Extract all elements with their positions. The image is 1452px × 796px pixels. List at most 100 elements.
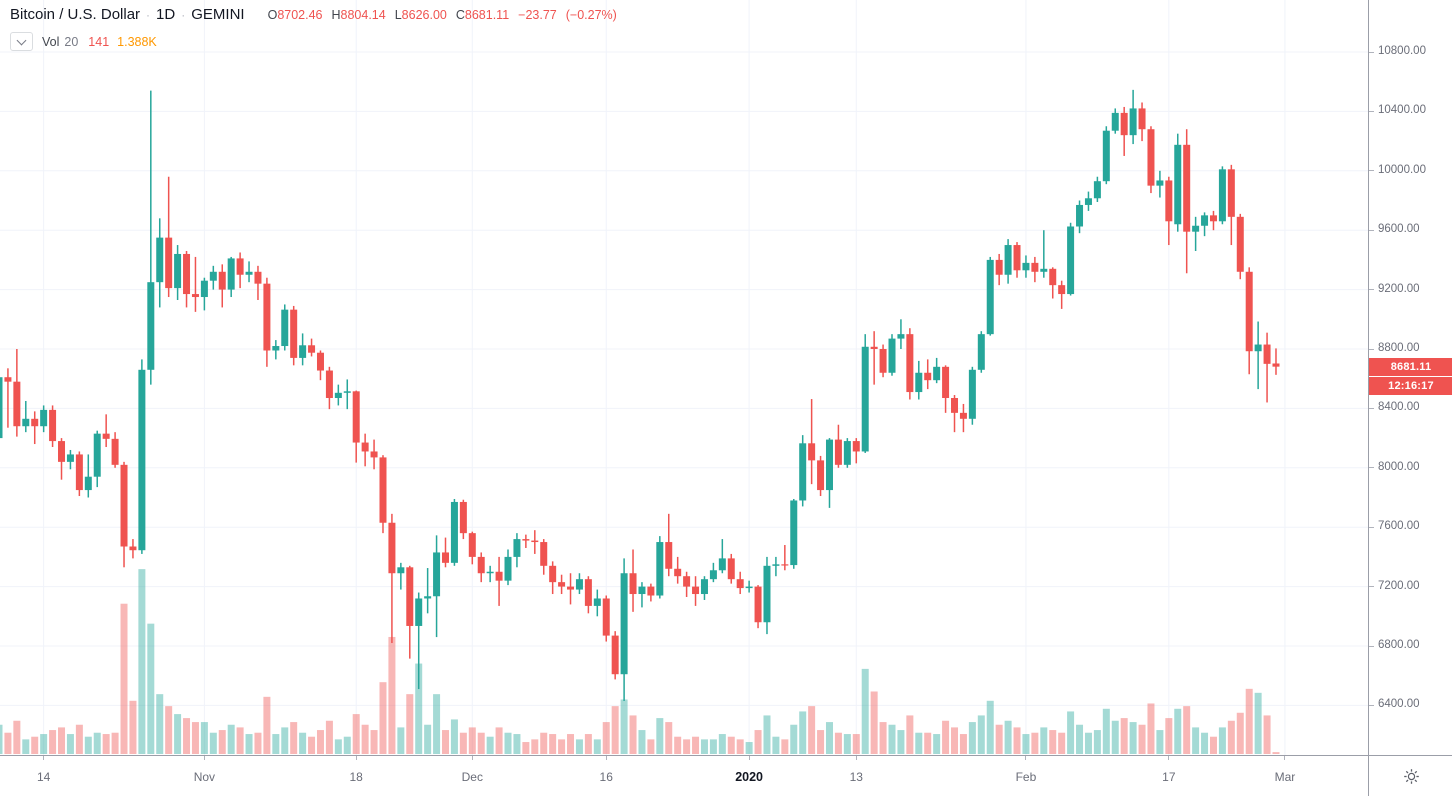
volume-bar <box>933 734 941 754</box>
volume-bar <box>343 736 351 754</box>
volume-bar <box>718 734 726 754</box>
volume-bar <box>540 732 548 754</box>
volume-bar <box>1022 734 1030 754</box>
volume-bar <box>692 736 700 754</box>
symbol-title-row: Bitcoin / U.S. Dollar · 1D · GEMINI O 870… <box>10 6 617 23</box>
candle-down <box>1013 245 1021 271</box>
low-label: L <box>394 8 402 22</box>
candle-down <box>808 443 816 461</box>
volume-bar <box>1084 732 1092 754</box>
volume-bar <box>49 730 57 754</box>
volume-bar <box>977 715 985 754</box>
price-axis-label: 6800.00 <box>1378 639 1420 651</box>
candle-down <box>254 271 262 284</box>
candle-up <box>513 539 521 557</box>
candle-down <box>558 582 566 587</box>
volume-bar <box>906 715 914 754</box>
candle-down <box>1236 216 1244 272</box>
candle-up <box>299 345 307 358</box>
legend-collapse-button[interactable] <box>10 32 33 51</box>
candle-up <box>1076 204 1084 227</box>
time-axis-tick <box>471 756 473 760</box>
candle-wick <box>810 399 813 485</box>
volume-bar <box>745 742 753 754</box>
volume-bar <box>1245 688 1253 754</box>
volume-bar <box>1138 724 1146 754</box>
candle-up <box>227 258 235 290</box>
volume-bar <box>772 736 780 754</box>
candle-up <box>1156 180 1164 186</box>
volume-bar <box>629 715 637 754</box>
candle-down <box>602 598 610 636</box>
interval-label: 1D <box>156 6 176 23</box>
candle-wick <box>417 592 420 690</box>
volume-bar <box>174 714 182 754</box>
candle-up <box>504 556 512 581</box>
volume-bar <box>968 722 976 754</box>
volume-bar <box>1102 708 1110 754</box>
candle-down <box>406 567 414 626</box>
volume-bar <box>1227 720 1235 754</box>
volume-bar <box>584 734 592 754</box>
volume-bar <box>843 734 851 754</box>
candle-wick <box>1275 348 1277 375</box>
volume-bar <box>263 696 271 754</box>
candle-up <box>272 346 280 351</box>
candle-down <box>951 398 959 413</box>
candle-up <box>772 564 780 566</box>
volume-bar <box>861 668 869 754</box>
candle-up <box>156 237 164 283</box>
volume-bar <box>656 718 664 754</box>
candle-up <box>40 409 48 427</box>
candle-up <box>66 454 74 462</box>
bar-countdown-tag: 12:16:17 <box>1369 376 1452 395</box>
volume-bar <box>665 722 673 754</box>
volume-bar <box>727 736 735 754</box>
candle-wick <box>1043 230 1045 278</box>
time-axis-tick <box>855 756 857 760</box>
chart-legend: Bitcoin / U.S. Dollar · 1D · GEMINI O 870… <box>10 6 617 51</box>
volume-bar <box>995 724 1003 754</box>
volume-bar <box>825 722 833 754</box>
price-axis-label: 8800.00 <box>1378 342 1420 354</box>
candle-down <box>442 552 449 563</box>
candle-down <box>1058 285 1066 295</box>
candle-up <box>1201 215 1209 226</box>
volume-bar <box>763 715 771 754</box>
time-axis-label: Dec <box>461 770 483 784</box>
candle-down <box>959 412 967 419</box>
candle-wick <box>391 513 393 644</box>
volume-bar <box>22 739 30 754</box>
volume-bar <box>575 739 583 754</box>
volume-bar <box>879 722 887 754</box>
axis-settings-corner[interactable] <box>1368 755 1452 796</box>
time-axis[interactable]: 14 Nov 18 Dec 16 2020 13 Feb 17 Mar <box>0 755 1368 796</box>
candle-up <box>147 282 155 370</box>
candle-down <box>361 442 369 452</box>
candle-wick <box>784 545 786 571</box>
price-axis-tick <box>1369 110 1374 112</box>
candle-down <box>1120 112 1128 136</box>
volume-bar <box>942 720 950 754</box>
volume-bar <box>531 739 539 754</box>
candle-up <box>1040 268 1048 272</box>
volume-bar <box>1209 736 1217 754</box>
candle-down <box>1263 344 1271 364</box>
candle-up <box>968 369 976 419</box>
price-axis-label: 8000.00 <box>1378 460 1420 473</box>
candle-up <box>450 501 458 563</box>
candle-down <box>647 586 655 596</box>
candle-up <box>281 309 289 347</box>
price-axis-label: 10800.00 <box>1378 45 1426 57</box>
candle-down <box>191 294 199 298</box>
candle-down <box>31 418 39 427</box>
volume-bar <box>647 739 655 754</box>
candle-down <box>1138 108 1146 130</box>
candle-up <box>915 372 923 393</box>
price-axis[interactable]: 10800.00 10400.00 10000.00 9600.00 9200.00 88… <box>1368 0 1452 755</box>
volume-bar <box>111 732 119 754</box>
candle-down <box>683 576 691 587</box>
candle-down <box>906 334 914 393</box>
volume-bar <box>1254 692 1262 754</box>
